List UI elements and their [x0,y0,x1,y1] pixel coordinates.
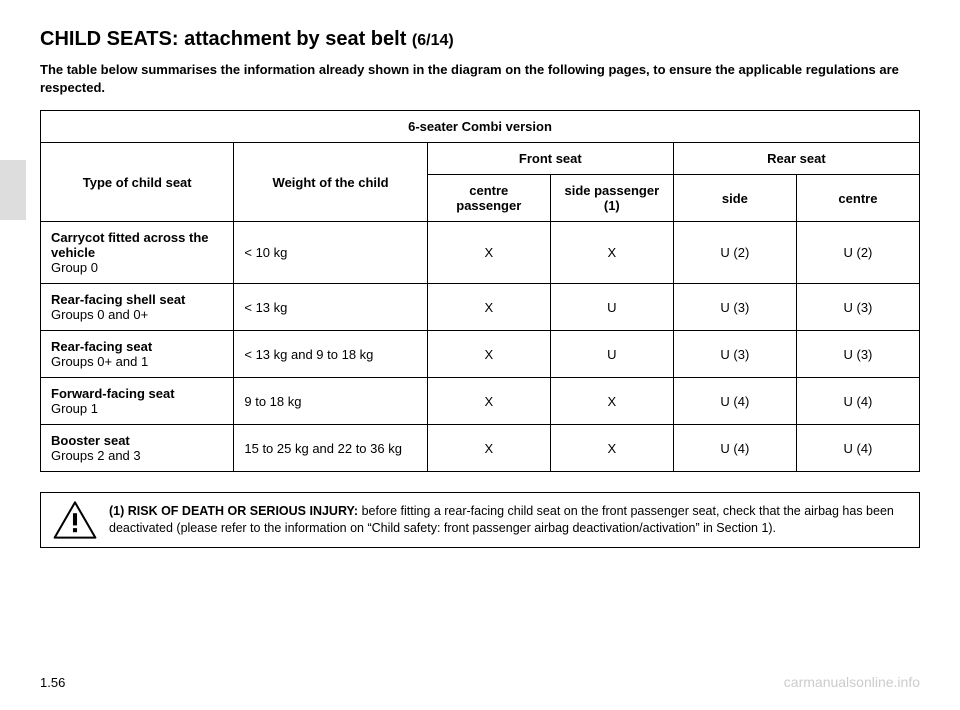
weight-cell: < 10 kg [234,222,427,284]
seat-name: Booster seat [51,433,223,448]
page-title: CHILD SEATS: attachment by seat belt (6/… [40,28,920,51]
value-cell: X [550,378,673,425]
manual-page: CHILD SEATS: attachment by seat belt (6/… [0,0,960,710]
value-cell: X [427,425,550,472]
warning-text: (1) RISK OF DEATH OR SERIOUS INJURY: bef… [109,503,907,537]
seat-group: Groups 0+ and 1 [51,354,223,369]
seat-name: Carrycot fitted across the vehicle [51,230,223,260]
seat-type-cell: Carrycot fitted across the vehicleGroup … [41,222,234,284]
intro-text: The table below summarises the informati… [40,61,920,96]
seat-type-cell: Rear-facing seatGroups 0+ and 1 [41,331,234,378]
value-cell: U (2) [673,222,796,284]
value-cell: X [427,284,550,331]
table-caption: 6-seater Combi version [41,111,920,143]
warning-icon [53,501,97,539]
seat-type-cell: Forward-facing seatGroup 1 [41,378,234,425]
table-row: Forward-facing seatGroup 19 to 18 kgXXU … [41,378,920,425]
weight-cell: < 13 kg and 9 to 18 kg [234,331,427,378]
table-row: Rear-facing seatGroups 0+ and 1< 13 kg a… [41,331,920,378]
value-cell: U (3) [796,284,919,331]
warning-lead: (1) RISK OF DEATH OR SERIOUS INJURY: [109,504,362,518]
seat-group: Groups 2 and 3 [51,448,223,463]
table-row: Type of child seat Weight of the child F… [41,143,920,175]
value-cell: X [427,378,550,425]
value-cell: U (4) [796,425,919,472]
watermark: carmanualsonline.info [784,674,920,690]
table-row: Carrycot fitted across the vehicleGroup … [41,222,920,284]
seat-type-cell: Rear-facing shell seatGroups 0 and 0+ [41,284,234,331]
value-cell: X [550,425,673,472]
value-cell: U (3) [673,284,796,331]
value-cell: U (4) [796,378,919,425]
title-page-count: (6/14) [412,32,454,49]
seat-name: Forward-facing seat [51,386,223,401]
value-cell: X [550,222,673,284]
page-number: 1.56 [40,675,65,690]
table-row: Booster seatGroups 2 and 315 to 25 kg an… [41,425,920,472]
weight-cell: 9 to 18 kg [234,378,427,425]
value-cell: U (2) [796,222,919,284]
value-cell: U [550,331,673,378]
weight-cell: < 13 kg [234,284,427,331]
value-cell: U (3) [796,331,919,378]
child-seat-table: 6-seater Combi version Type of child sea… [40,110,920,472]
seat-group: Groups 0 and 0+ [51,307,223,322]
col-header-rear-centre: centre [796,175,919,222]
warning-box: (1) RISK OF DEATH OR SERIOUS INJURY: bef… [40,492,920,548]
value-cell: X [427,222,550,284]
col-header-weight: Weight of the child [234,143,427,222]
weight-cell: 15 to 25 kg and 22 to 36 kg [234,425,427,472]
col-header-rear: Rear seat [673,143,919,175]
value-cell: X [427,331,550,378]
seat-name: Rear-facing shell seat [51,292,223,307]
table-row: 6-seater Combi version [41,111,920,143]
table-row: Rear-facing shell seatGroups 0 and 0+< 1… [41,284,920,331]
col-header-rear-side: side [673,175,796,222]
col-header-front-side: side passenger (1) [550,175,673,222]
section-tab [0,160,26,220]
value-cell: U (4) [673,425,796,472]
seat-name: Rear-facing seat [51,339,223,354]
seat-group: Group 0 [51,260,223,275]
value-cell: U (4) [673,378,796,425]
col-header-type: Type of child seat [41,143,234,222]
value-cell: U [550,284,673,331]
col-header-front: Front seat [427,143,673,175]
seat-type-cell: Booster seatGroups 2 and 3 [41,425,234,472]
value-cell: U (3) [673,331,796,378]
title-main: CHILD SEATS: attachment by seat belt [40,28,412,50]
col-header-front-centre: centre passenger [427,175,550,222]
seat-group: Group 1 [51,401,223,416]
